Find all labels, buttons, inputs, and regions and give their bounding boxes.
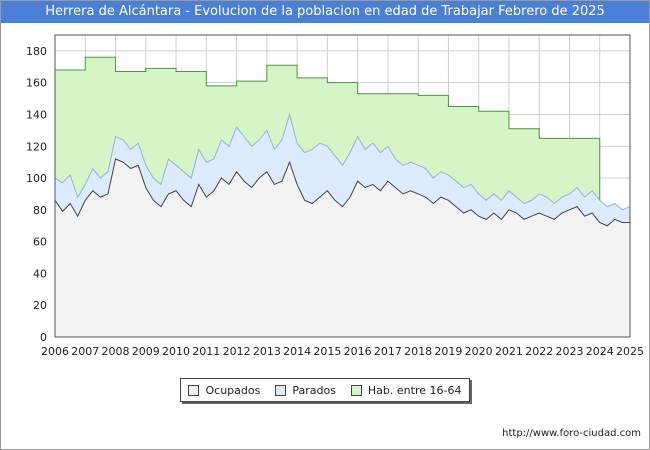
series-layer xyxy=(54,56,631,338)
x-tick-label-2012: 2012 xyxy=(223,345,251,358)
legend-label-hab: Hab. entre 16-64 xyxy=(367,383,462,397)
ocupados-area xyxy=(55,158,630,337)
source-url[interactable]: http://www.foro-ciudad.com xyxy=(502,428,641,439)
legend-swatch-hab xyxy=(350,384,362,396)
axes: 2006 2007 2008 2009 2010 2011 2012 2013 2014 2015… xyxy=(26,34,644,358)
x-tick-label-2025: 2025 xyxy=(616,345,644,358)
y-tick-label-140: 140 xyxy=(26,108,47,121)
x-tick-label-2020: 2020 xyxy=(465,345,493,358)
y-tick-label-20: 20 xyxy=(33,299,47,312)
y-tick-label-180: 180 xyxy=(26,45,47,58)
y-tick-label-160: 160 xyxy=(26,77,47,90)
legend-item-ocupados: Ocupados xyxy=(188,384,260,397)
x-tick-label-2021: 2021 xyxy=(495,345,523,358)
x-tick-label-2008: 2008 xyxy=(102,345,130,358)
x-tick-label-2019: 2019 xyxy=(434,345,462,358)
x-tick-label-2022: 2022 xyxy=(525,345,553,358)
legend-label-ocupados: Ocupados xyxy=(205,383,261,397)
x-tick-label-2016: 2016 xyxy=(344,345,372,358)
plot-border xyxy=(54,34,631,338)
y-tick-label-100: 100 xyxy=(26,172,47,185)
x-tick-label-2010: 2010 xyxy=(162,345,190,358)
x-tick-label-2015: 2015 xyxy=(313,345,341,358)
ocupados-line xyxy=(54,158,630,227)
legend-label-parados: Parados xyxy=(292,383,336,397)
x-tick-label-2013: 2013 xyxy=(253,345,281,358)
x-tick-label-2007: 2007 xyxy=(71,345,99,358)
y-tick-label-80: 80 xyxy=(33,204,47,217)
legend: Ocupados Parados Hab. entre 16-64 xyxy=(180,378,470,402)
legend-swatch-ocupados xyxy=(188,384,200,396)
x-tick-label-2024: 2024 xyxy=(586,345,614,358)
x-tick-label-2009: 2009 xyxy=(132,345,160,358)
y-tick-label-0: 0 xyxy=(40,331,47,344)
x-tick-label-2017: 2017 xyxy=(374,345,402,358)
legend-item-hab: Hab. entre 16-64 xyxy=(350,383,462,397)
x-tick-label-2014: 2014 xyxy=(283,345,311,358)
x-tick-label-2011: 2011 xyxy=(192,345,220,358)
legend-swatch-parados xyxy=(275,384,287,396)
y-tick-label-120: 120 xyxy=(26,140,47,153)
x-tick-label-2023: 2023 xyxy=(555,345,583,358)
legend-item-parados: Parados xyxy=(275,384,336,397)
y-tick-label-40: 40 xyxy=(33,267,47,280)
y-tick-label-60: 60 xyxy=(33,236,47,249)
chart-title: Herrera de Alcántara - Evolucion de la p… xyxy=(1,1,649,23)
x-tick-label-2006: 2006 xyxy=(41,345,69,358)
x-tick-label-2018: 2018 xyxy=(404,345,432,358)
parados-line xyxy=(54,112,631,211)
